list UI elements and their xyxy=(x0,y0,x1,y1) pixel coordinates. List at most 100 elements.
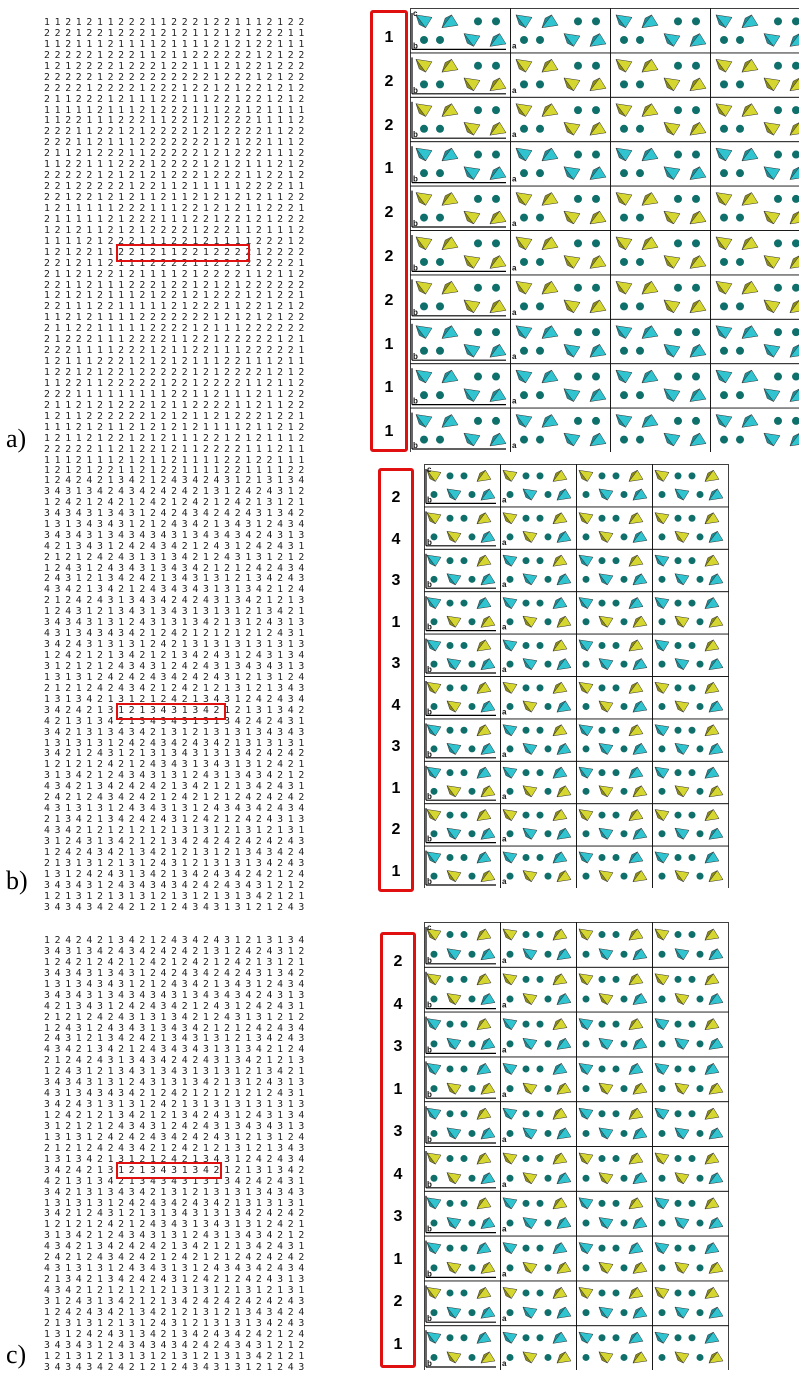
atom-sphere xyxy=(598,1289,606,1297)
atom-sphere xyxy=(536,853,544,861)
tetrahedron-face xyxy=(515,103,526,117)
atom-sphere xyxy=(612,1289,620,1297)
tetrahedron-face xyxy=(741,14,752,28)
atom-sphere xyxy=(582,703,590,711)
unit-cell-outline xyxy=(576,966,653,1013)
tetrahedron-face xyxy=(563,255,574,269)
atom-sphere xyxy=(468,703,476,711)
atom-sphere xyxy=(544,830,552,838)
atom-sphere xyxy=(736,257,744,266)
atom-sphere xyxy=(612,1199,620,1207)
axis-label-b: b xyxy=(427,1359,432,1368)
tetrahedron-face xyxy=(654,1287,664,1299)
tetrahedron-face xyxy=(715,369,726,384)
atom-sphere xyxy=(520,213,528,222)
atom-sphere xyxy=(688,684,696,692)
tetrahedron-face xyxy=(502,1331,512,1344)
tetrahedron-face xyxy=(522,785,532,798)
grid-row: 4 3 1 3 1 3 1 2 4 3 4 3 1 3 1 2 4 3 4 3 … xyxy=(44,803,304,815)
atom-sphere xyxy=(582,1085,590,1093)
tetrahedron-face xyxy=(563,344,574,358)
atom-sphere xyxy=(674,1244,682,1252)
atom-sphere xyxy=(696,1129,704,1137)
atom-sphere xyxy=(536,1155,544,1163)
tetrahedron-face xyxy=(578,809,588,821)
atom-sphere xyxy=(582,745,590,753)
tetrahedron-face xyxy=(632,573,642,586)
sequence-number: 3 xyxy=(391,655,401,672)
unit-cell-outline xyxy=(652,1056,729,1103)
atom-sphere xyxy=(774,17,782,26)
grid-row: 4 3 1 3 4 3 4 3 4 2 1 2 4 2 1 2 1 2 1 2 … xyxy=(44,1088,304,1100)
tetrahedron-face xyxy=(446,993,456,1005)
tetrahedron-face xyxy=(552,470,562,482)
tetrahedron-face xyxy=(789,344,799,358)
atom-sphere xyxy=(544,618,552,626)
atom-sphere xyxy=(468,1085,476,1093)
tetrahedron-face xyxy=(480,827,490,840)
unit-cell-outline xyxy=(652,676,729,720)
atom-sphere xyxy=(612,811,620,819)
tetrahedron-face xyxy=(663,433,674,447)
atom-sphere xyxy=(430,1219,438,1227)
atom-sphere xyxy=(692,372,700,381)
grid-row: 3 4 2 4 2 1 3 1 2 1 3 4 3 1 3 4 2 1 2 1 … xyxy=(44,704,304,716)
tetrahedron-face xyxy=(708,531,718,543)
unit-cell-outline xyxy=(424,966,501,1013)
tetrahedron-face xyxy=(632,1262,642,1274)
tetrahedron-face xyxy=(741,236,752,250)
grid-row: 2 1 2 1 2 4 2 4 3 4 2 1 2 4 2 1 2 1 3 1 … xyxy=(44,1142,304,1154)
tetrahedron-face xyxy=(741,325,752,339)
axis-label-a: a xyxy=(512,86,517,95)
tetrahedron-face xyxy=(789,122,799,136)
tetrahedron-face xyxy=(446,1217,456,1229)
atom-sphere xyxy=(544,1353,552,1361)
unit-cell-outline xyxy=(652,1190,729,1237)
atom-sphere xyxy=(522,1244,530,1252)
atom-sphere xyxy=(658,660,666,668)
axis-label-b: b xyxy=(413,219,418,228)
atom-sphere xyxy=(620,35,628,44)
tetrahedron-face xyxy=(480,743,490,755)
tetrahedron-face xyxy=(556,785,566,798)
atom-sphere xyxy=(696,1264,704,1272)
atom-sphere xyxy=(620,1085,628,1093)
atom-sphere xyxy=(688,472,696,480)
tetrahedron-face xyxy=(522,870,532,882)
tetrahedron-face xyxy=(578,1063,588,1075)
tetrahedron-face xyxy=(480,948,490,961)
atom-sphere xyxy=(420,35,428,44)
atom-sphere xyxy=(692,61,700,70)
atom-sphere xyxy=(468,1174,476,1182)
atom-sphere xyxy=(468,575,476,583)
atom-sphere xyxy=(460,769,468,777)
atom-sphere xyxy=(574,239,582,248)
tetrahedron-face xyxy=(489,122,500,136)
unit-cell-outline xyxy=(610,141,711,187)
atom-sphere xyxy=(460,514,468,522)
sequence-number: 2 xyxy=(391,489,401,506)
atom-sphere xyxy=(430,618,438,626)
grid-row: 4 3 1 3 4 3 4 3 4 2 1 2 4 2 1 2 1 2 1 2 … xyxy=(44,628,304,640)
tetrahedron-face xyxy=(628,766,638,779)
axis-label-a: a xyxy=(502,538,507,547)
atom-sphere xyxy=(696,703,704,711)
tetrahedron-face xyxy=(589,33,600,47)
tetrahedron-face xyxy=(654,470,664,482)
atom-sphere xyxy=(520,391,528,400)
atom-sphere xyxy=(536,169,544,178)
axis-label-b: b xyxy=(413,130,418,139)
grid-row: 2 2 2 2 2 1 2 2 2 2 2 2 2 2 2 2 1 2 2 2 … xyxy=(44,71,304,83)
axis-label-a: a xyxy=(502,1314,507,1323)
tetrahedron-face xyxy=(763,33,774,47)
atom-sphere xyxy=(688,1020,696,1028)
sequence-number: 1 xyxy=(391,862,401,880)
sequence-number: 1 xyxy=(391,613,401,631)
grid-row: 1 2 4 3 1 2 1 3 4 3 1 3 4 3 1 3 1 3 1 2 … xyxy=(44,606,304,618)
atom-sphere xyxy=(674,975,682,983)
grid-row: 1 1 2 1 1 1 2 1 1 1 1 2 1 1 1 1 2 1 2 1 … xyxy=(44,38,304,50)
atom-sphere xyxy=(430,872,438,880)
atom-sphere xyxy=(658,950,666,958)
tetrahedron-face xyxy=(628,1242,638,1254)
grid-row: 1 3 1 2 4 2 4 3 1 3 4 2 1 3 4 2 4 3 4 2 … xyxy=(44,868,304,880)
